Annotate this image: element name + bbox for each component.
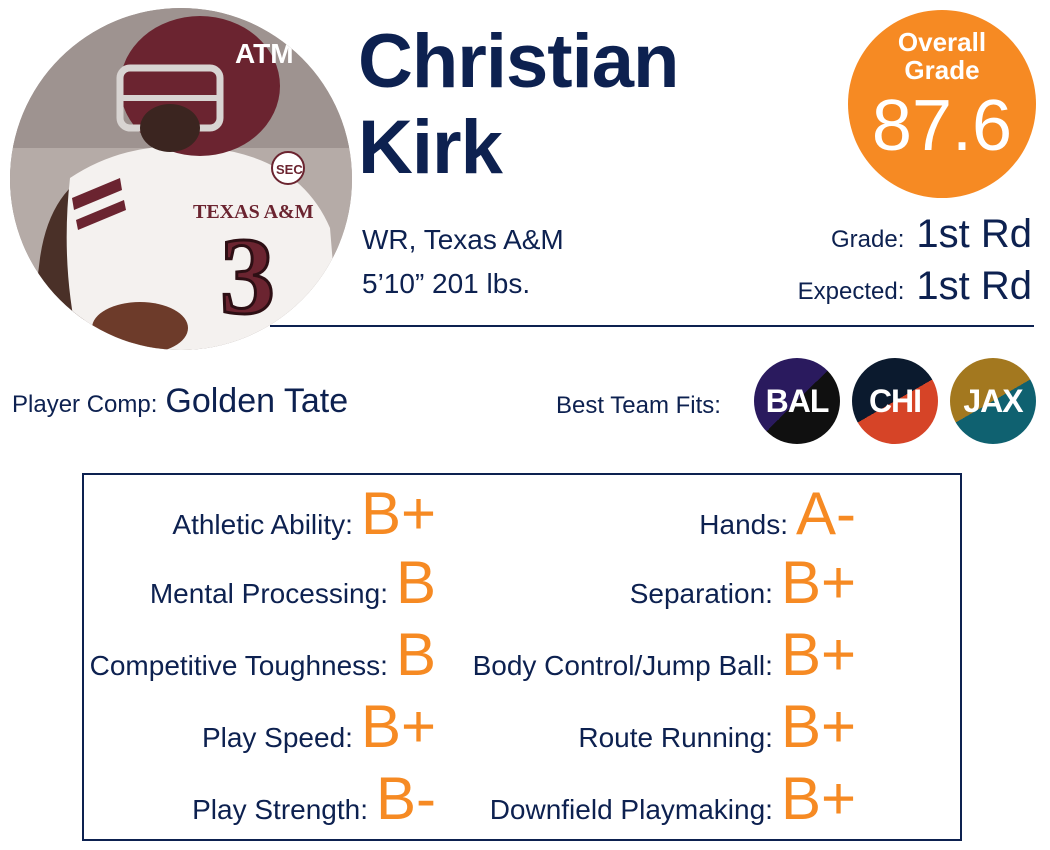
sec-patch: SEC (276, 162, 303, 177)
overall-grade-value: 87.6 (871, 86, 1013, 166)
team-fit-chi: CHI (852, 358, 938, 444)
trait-downfield-playmaking: Downfield Playmaking: B+ (490, 769, 856, 829)
trait-competitive-toughness: Competitive Toughness: B (90, 625, 436, 685)
trait-label: Competitive Toughness: (89, 650, 388, 681)
team-fit-jax-label: JAX (963, 382, 1023, 419)
trait-hands: Hands: A- (699, 484, 856, 544)
draft-grade-value: 1st Rd (916, 212, 1032, 256)
draft-grade-label: Grade: (831, 226, 905, 253)
trait-body-control: Body Control/Jump Ball: B+ (473, 625, 856, 685)
player-position-school: WR, Texas A&M (362, 224, 564, 255)
trait-label: Separation: (629, 578, 773, 609)
player-first-name: Christian (358, 19, 679, 104)
player-size: 5’10” 201 lbs. (362, 268, 531, 299)
draft-grade-row: Grade: 1st Rd (831, 212, 1032, 257)
trait-route-running: Route Running: B+ (578, 697, 856, 757)
trait-play-strength: Play Strength: B- (192, 769, 436, 829)
overall-label-line1: Overall (897, 27, 987, 57)
trait-grades-box (82, 473, 962, 841)
trait-grade: B+ (780, 765, 856, 832)
player-last-name: Kirk (358, 105, 503, 190)
trait-label: Hands: (699, 509, 788, 540)
trait-label: Play Speed: (201, 722, 353, 753)
trait-label: Play Strength: (192, 794, 368, 825)
player-photo-illustration: ATM TEXAS A&M 3 SEC (10, 8, 352, 350)
player-comp-label: Player Comp: (12, 391, 158, 418)
team-fit-bal: BAL (754, 358, 840, 444)
team-fits-label: Best Team Fits: (556, 392, 721, 419)
expected-value: 1st Rd (916, 264, 1032, 308)
trait-grade: B (395, 621, 436, 688)
player-comp-value: Golden Tate (165, 382, 349, 420)
trait-grade: B- (376, 765, 436, 832)
trait-grade: B (395, 549, 436, 616)
trait-label: Body Control/Jump Ball: (472, 650, 773, 681)
trait-athletic-ability: Athletic Ability: B+ (172, 484, 436, 544)
overall-grade-label: Overall Grade (848, 28, 1036, 84)
trait-grade: B+ (360, 480, 436, 547)
team-fit-bal-label: BAL (765, 382, 830, 419)
trait-label: Mental Processing: (149, 578, 388, 609)
trait-label: Downfield Playmaking: (489, 794, 773, 825)
trait-separation: Separation: B+ (630, 553, 856, 613)
expected-row: Expected: 1st Rd (798, 264, 1032, 309)
player-photo: ATM TEXAS A&M 3 SEC (10, 8, 352, 350)
jersey-text: TEXAS A&M (193, 201, 314, 223)
team-fit-chi-label: CHI (868, 382, 922, 419)
helmet-logo: ATM (235, 38, 294, 69)
trait-grade: B+ (360, 693, 436, 760)
overall-label-line2: Grade (904, 55, 980, 85)
overall-grade-badge: Overall Grade 87.6 (848, 10, 1036, 198)
trait-grade: B+ (780, 621, 856, 688)
trait-grade: B+ (780, 693, 856, 760)
team-fit-jax: JAX (950, 358, 1036, 444)
trait-label: Route Running: (578, 722, 773, 753)
player-comp: Player Comp: Golden Tate (12, 382, 348, 421)
trait-mental-processing: Mental Processing: B (150, 553, 436, 613)
expected-label: Expected: (797, 278, 905, 305)
trait-grade: A- (796, 480, 856, 547)
header-divider (270, 325, 1034, 327)
trait-play-speed: Play Speed: B+ (202, 697, 436, 757)
jersey-number: 3 (220, 215, 275, 337)
trait-grade: B+ (780, 549, 856, 616)
trait-label: Athletic Ability: (172, 509, 353, 540)
